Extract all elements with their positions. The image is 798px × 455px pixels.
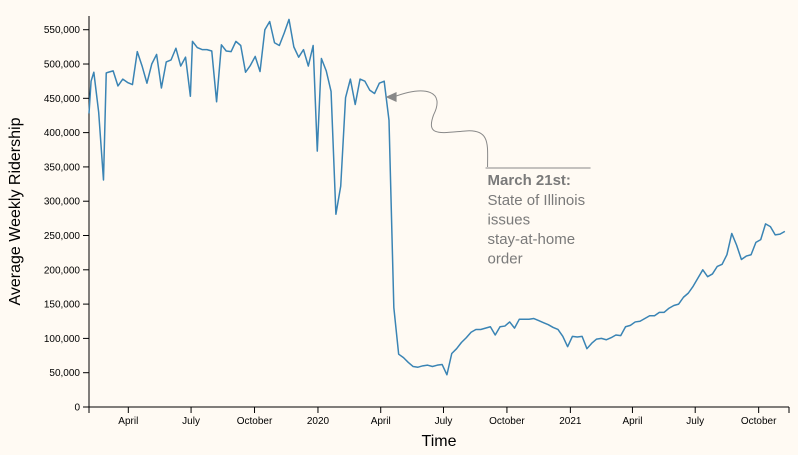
y-tick-label: 100,000 bbox=[44, 334, 81, 345]
x-axis: April July October 2020 April July October 2021… bbox=[88, 406, 790, 427]
y-tick-label: 450,000 bbox=[44, 94, 81, 105]
annotation-line: issues bbox=[488, 211, 531, 228]
annotation-arrowhead bbox=[385, 91, 397, 102]
y-tick-label: 400,000 bbox=[44, 128, 81, 139]
x-tick-label: October bbox=[489, 416, 525, 427]
y-tick-label: 550,000 bbox=[44, 25, 81, 36]
x-tick-label: July bbox=[686, 416, 704, 427]
annotation-connector-line bbox=[393, 90, 489, 167]
x-tick-label: October bbox=[741, 416, 777, 427]
y-tick-label: 250,000 bbox=[44, 231, 81, 242]
y-tick-label: 500,000 bbox=[44, 60, 81, 71]
annotation-line: stay-at-home bbox=[488, 231, 576, 248]
y-axis: 0 50,000 100,000 150,000 200,000 250,000 300,0… bbox=[44, 16, 90, 414]
x-tick-label: July bbox=[182, 416, 200, 427]
annotation-line: State of Illinois bbox=[488, 192, 586, 209]
x-tick-label: July bbox=[435, 416, 453, 427]
y-tick-label: 200,000 bbox=[44, 265, 81, 276]
x-tick-label: 2021 bbox=[559, 416, 582, 427]
x-tick-label: April bbox=[622, 416, 642, 427]
x-axis-title: Time bbox=[422, 433, 457, 450]
annotation-heading: March 21st: bbox=[488, 172, 571, 189]
y-axis-title: Average Weekly Ridership bbox=[7, 117, 24, 305]
x-tick-label: 2020 bbox=[307, 416, 330, 427]
y-tick-label: 300,000 bbox=[44, 197, 81, 208]
ridership-series-line bbox=[88, 18, 786, 376]
y-tick-label: 150,000 bbox=[44, 300, 81, 311]
x-tick-label: April bbox=[371, 416, 391, 427]
annotation-line: order bbox=[488, 250, 523, 267]
y-tick-label: 0 bbox=[74, 403, 80, 414]
stay-at-home-annotation: March 21st: State of Illinois issues sta… bbox=[385, 90, 591, 267]
y-tick-label: 50,000 bbox=[49, 368, 80, 379]
x-tick-label: October bbox=[237, 416, 273, 427]
x-tick-label: April bbox=[118, 416, 138, 427]
y-tick-label: 350,000 bbox=[44, 162, 81, 173]
